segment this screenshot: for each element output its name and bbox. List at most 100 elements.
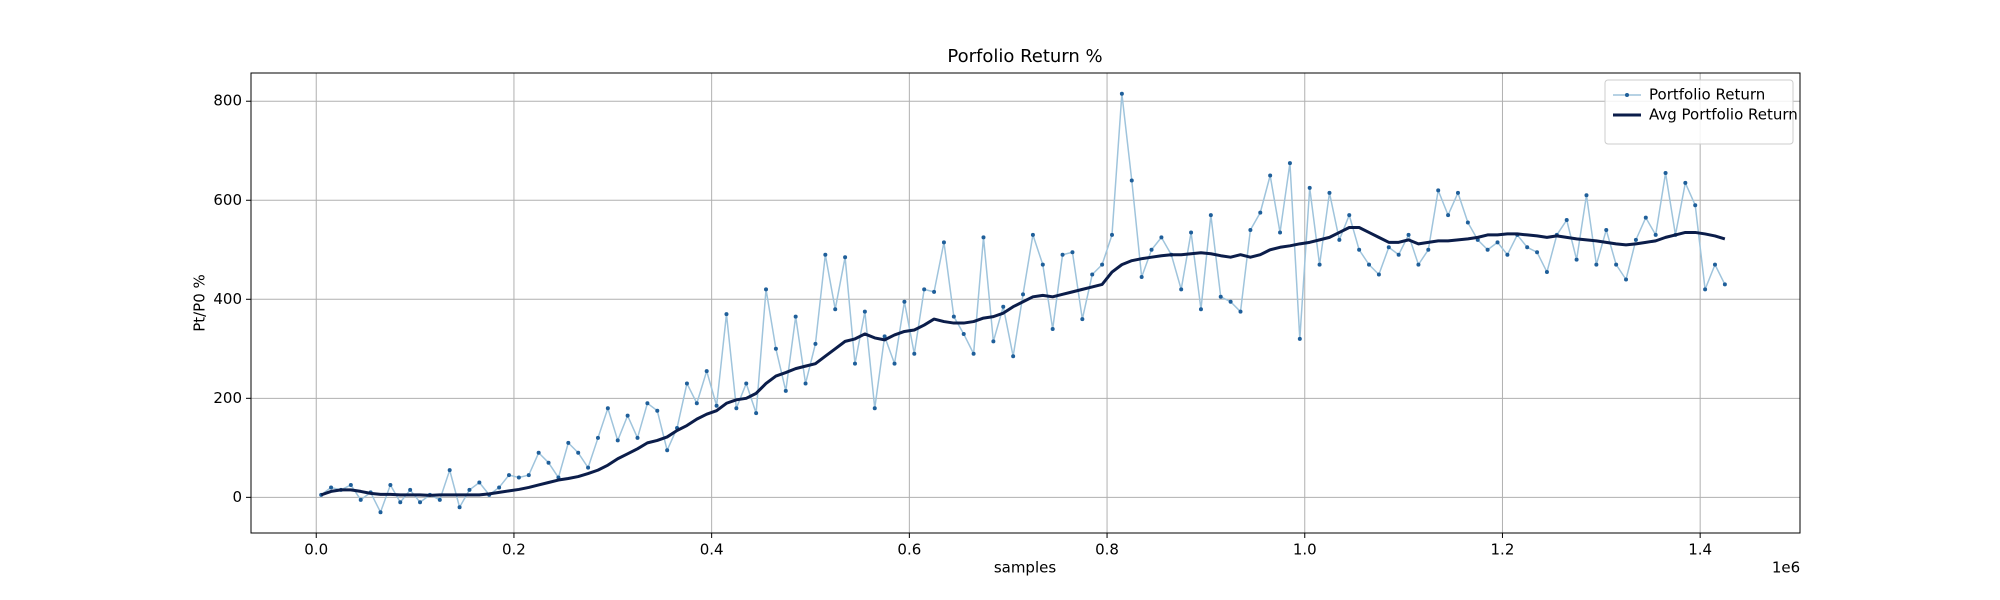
data-point [1357,247,1362,252]
data-point [1544,270,1549,275]
data-point [1149,247,1154,252]
data-point [1090,272,1095,277]
data-point [1119,91,1124,96]
x-axis-label: samples [994,559,1057,577]
data-point [1307,185,1312,190]
data-point [961,331,966,336]
data-point [843,255,848,260]
data-point [1347,213,1352,218]
data-point [586,465,591,470]
data-point [1426,247,1431,252]
data-point [1189,230,1194,235]
plot-frame [250,72,1801,534]
data-point [872,406,877,411]
data-point [536,450,541,455]
data-point [1278,230,1283,235]
x-tick-label: 0.0 [304,541,328,559]
x-tick-label: 0.8 [1095,541,1119,559]
data-point [605,406,610,411]
data-point [823,252,828,257]
data-point [546,460,551,465]
data-point [1396,252,1401,257]
data-point [635,435,640,440]
data-point [1446,213,1451,218]
data-point [1663,171,1668,176]
data-point [437,497,442,502]
data-point [1535,250,1540,255]
data-point [1574,257,1579,262]
data-point [1159,235,1164,240]
data-point [981,235,986,240]
data-point [665,448,670,453]
data-point [1376,272,1381,277]
data-point [932,289,937,294]
data-point [625,413,630,418]
data-point [1643,215,1648,220]
data-point [329,485,334,490]
data-point [1722,282,1727,287]
data-point [1060,252,1065,257]
data-point [1070,250,1075,255]
data-point [1406,232,1411,237]
x-tick-label: 0.4 [700,541,724,559]
data-point [744,381,749,386]
y-axis-label: Pt/P0 % [191,274,209,332]
legend-label: Portfolio Return [1649,86,1765,104]
data-point [1179,287,1184,292]
data-point [1317,262,1322,267]
data-point [348,482,353,487]
data-point [1198,307,1203,312]
data-point [1337,237,1342,242]
data-point [1465,220,1470,225]
data-point [1258,210,1263,215]
data-point [793,314,798,319]
data-point [1455,190,1460,195]
data-point [1248,227,1253,232]
data-point [902,299,907,304]
data-point [1011,354,1016,359]
data-point [1327,190,1332,195]
data-point [803,381,808,386]
x-tick-label: 0.6 [897,541,921,559]
data-point [1564,218,1569,223]
data-point [1218,294,1223,299]
data-point [566,440,571,445]
data-point [1386,245,1391,250]
data-point [941,240,946,245]
data-point [1436,188,1441,193]
legend: Portfolio Return Avg Portfolio Return [1604,79,1798,145]
y-tick-label: 800 [213,92,242,110]
data-point [1139,275,1144,280]
data-point [507,473,512,478]
data-point [1268,173,1273,178]
data-point [971,351,976,356]
data-point [447,468,452,473]
data-point [1703,287,1708,292]
data-point [467,487,472,492]
data-point [773,346,778,351]
y-tick-label: 400 [213,290,242,308]
data-point [1495,240,1500,245]
data-point [852,361,857,366]
data-point [408,487,413,492]
data-point [388,482,393,487]
x-tick-label: 1.4 [1688,541,1712,559]
x-tick-label: 1.2 [1491,541,1515,559]
data-point [1614,262,1619,267]
data-point [1040,262,1045,267]
data-point [704,369,709,374]
data-point [378,510,383,515]
legend-frame [1604,79,1794,145]
legend-label: Avg Portfolio Return [1649,106,1798,124]
data-point [1050,326,1055,331]
data-point [882,334,887,339]
data-point [1238,309,1243,314]
data-point [734,406,739,411]
y-tick-label: 0 [232,488,242,506]
series-line [320,225,1726,497]
data-point [655,408,660,413]
legend-marker [1625,93,1629,97]
data-point [694,401,699,406]
data-point [684,381,689,386]
